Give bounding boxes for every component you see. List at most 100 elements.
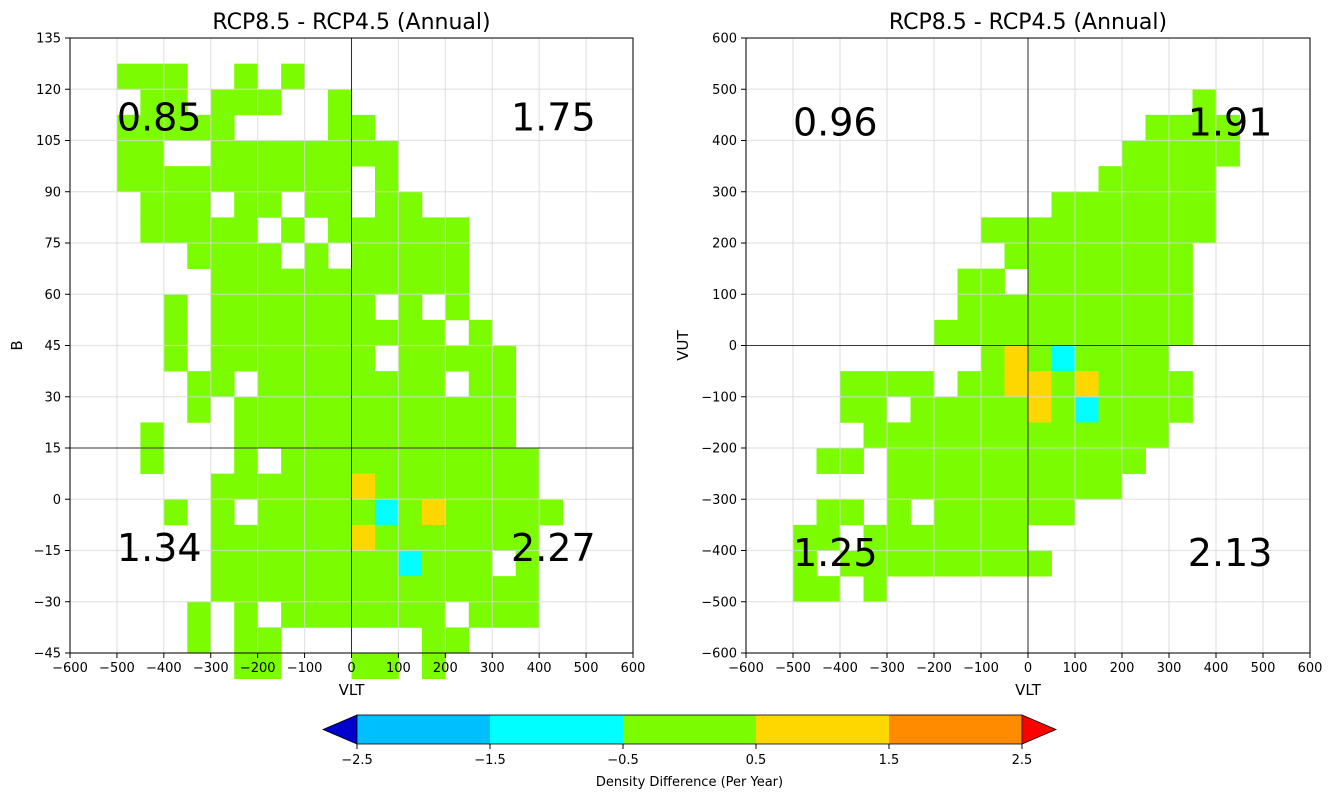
heatmap-cell xyxy=(1098,473,1123,500)
heatmap-cell xyxy=(957,448,982,475)
colorbar-segment xyxy=(357,715,491,744)
heatmap-cell xyxy=(304,371,329,398)
heatmap-cell xyxy=(445,499,470,526)
heatmap-cell xyxy=(328,217,352,244)
heatmap-cell xyxy=(421,550,446,577)
heatmap-cell xyxy=(421,319,446,346)
heatmap-cell xyxy=(1098,345,1123,372)
heatmap-cell xyxy=(351,422,376,449)
heatmap-cell xyxy=(1169,114,1193,141)
heatmap-cell xyxy=(234,89,259,116)
heatmap-cell xyxy=(957,319,982,346)
heatmap-cell xyxy=(1098,191,1123,218)
heatmap-cell xyxy=(492,499,517,526)
heatmap-cell xyxy=(351,473,376,500)
quadrant-value: 1.75 xyxy=(511,95,596,139)
heatmap-cell xyxy=(116,140,141,167)
heatmap-cell xyxy=(1169,371,1193,398)
heatmap-cell xyxy=(1169,217,1193,244)
heatmap-cell xyxy=(1216,140,1240,167)
quadrant-value: 1.91 xyxy=(1188,100,1273,144)
x-tick-label: 400 xyxy=(1204,661,1229,676)
heatmap-cell xyxy=(187,166,212,193)
heatmap-cell xyxy=(304,396,329,423)
heatmap-cell xyxy=(140,217,165,244)
heatmap-cell xyxy=(1004,243,1029,270)
heatmap-cell xyxy=(515,576,540,603)
heatmap-cell xyxy=(445,524,470,551)
x-tick-label: 300 xyxy=(480,661,505,676)
heatmap-cell xyxy=(304,268,329,295)
heatmap-cell xyxy=(281,524,305,551)
heatmap-cell xyxy=(257,345,282,372)
heatmap-cell xyxy=(187,191,212,218)
heatmap-cell xyxy=(1075,243,1099,270)
right-y-axis-label: VUT xyxy=(674,329,692,360)
heatmap-cell xyxy=(257,191,282,218)
heatmap-cell xyxy=(1051,268,1076,295)
heatmap-cell xyxy=(910,396,935,423)
y-tick-label: 200 xyxy=(712,237,737,252)
heatmap-cell xyxy=(210,473,235,500)
heatmap-cell xyxy=(981,294,1005,321)
heatmap-cell xyxy=(957,396,982,423)
y-tick-label: −45 xyxy=(34,647,61,662)
heatmap-cell xyxy=(351,345,376,372)
heatmap-cell xyxy=(210,371,235,398)
heatmap-cell xyxy=(374,191,399,218)
heatmap-cell xyxy=(1075,345,1099,372)
y-tick-label: 0 xyxy=(729,339,737,354)
heatmap-cell xyxy=(328,524,352,551)
heatmap-cell xyxy=(374,448,399,475)
y-tick-label: 90 xyxy=(44,185,61,200)
heatmap-cell xyxy=(304,140,329,167)
heatmap-cell xyxy=(421,653,446,680)
heatmap-cell xyxy=(1075,319,1099,346)
heatmap-cell xyxy=(1051,448,1076,475)
colorbar: −2.5 −1.5 −0.5 0.5 1.5 2.5 Density Difference… xyxy=(321,714,1058,790)
heatmap-cell xyxy=(887,473,911,500)
heatmap-cell xyxy=(1216,114,1240,141)
heatmap-cell xyxy=(304,191,329,218)
heatmap-cell xyxy=(257,653,282,680)
heatmap-cell xyxy=(398,243,423,270)
heatmap-cell xyxy=(351,217,376,244)
heatmap-cell xyxy=(163,345,188,372)
x-tick-label: −400 xyxy=(146,661,182,676)
heatmap-cell xyxy=(1051,499,1076,526)
heatmap-cell xyxy=(234,473,259,500)
y-tick-label: 15 xyxy=(44,442,61,457)
heatmap-cell xyxy=(445,448,470,475)
heatmap-cell xyxy=(234,448,259,475)
heatmap-cell xyxy=(863,371,888,398)
heatmap-cell xyxy=(910,448,935,475)
heatmap-cell xyxy=(398,524,423,551)
x-tick-label: 500 xyxy=(574,661,599,676)
heatmap-cell xyxy=(1028,268,1052,295)
heatmap-cell xyxy=(1098,396,1123,423)
colorbar-label: Density Difference (Per Year) xyxy=(596,775,783,790)
heatmap-cell xyxy=(793,550,817,577)
heatmap-cell xyxy=(468,550,493,577)
heatmap-cell xyxy=(840,448,864,475)
heatmap-cell xyxy=(187,601,212,628)
x-tick-label: 300 xyxy=(1157,661,1182,676)
y-tick-label: −15 xyxy=(34,544,61,559)
heatmap-cell xyxy=(421,243,446,270)
heatmap-cell xyxy=(257,243,282,270)
right-axis-ticks: −600 −500 −400 −300 −200 −100 0 100 200 300 400 500… xyxy=(701,32,1322,677)
y-tick-label: 30 xyxy=(44,390,61,405)
heatmap-cell xyxy=(374,243,399,270)
colorbar-segment xyxy=(756,715,890,744)
heatmap-cell xyxy=(421,499,446,526)
heatmap-cell xyxy=(210,166,235,193)
heatmap-cell xyxy=(445,627,470,654)
heatmap-cell xyxy=(281,576,305,603)
heatmap-cell xyxy=(234,601,259,628)
heatmap-cell xyxy=(445,345,470,372)
heatmap-cell xyxy=(1145,217,1170,244)
heatmap-cell xyxy=(1169,396,1193,423)
heatmap-cell xyxy=(934,396,958,423)
heatmap-cell xyxy=(863,550,888,577)
